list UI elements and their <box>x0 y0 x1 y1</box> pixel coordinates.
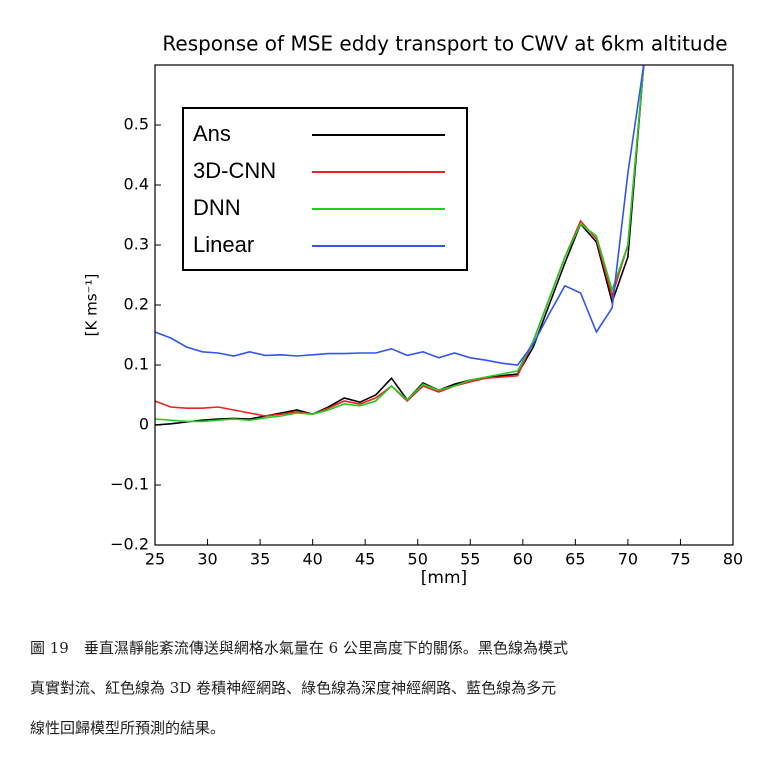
x-axis-label: [mm] <box>421 568 467 588</box>
legend-label: Linear <box>193 232 254 257</box>
x-tick-label: 70 <box>618 550 638 569</box>
caption-line: 線性回歸模型所預測的結果。 <box>30 719 226 737</box>
x-tick-label: 25 <box>145 550 165 569</box>
x-tick-label: 50 <box>408 550 428 569</box>
y-tick-label: 0.2 <box>124 295 149 314</box>
y-axis-label: [K ms⁻¹] <box>83 274 101 337</box>
x-tick-label: 30 <box>197 550 217 569</box>
series-line <box>155 65 645 423</box>
legend-label: 3D-CNN <box>193 158 276 183</box>
chart: Response of MSE eddy transport to CWV at… <box>83 32 744 589</box>
series-line <box>155 65 645 366</box>
y-tick-label: −0.2 <box>110 535 149 554</box>
chart-title: Response of MSE eddy transport to CWV at… <box>162 32 727 56</box>
y-tick-label: 0.3 <box>124 235 149 254</box>
caption-line: 圖 19 垂直濕靜能紊流傳送與網格水氣量在 6 公里高度下的關係。黑色線為模式 <box>30 639 568 657</box>
x-tick-label: 75 <box>670 550 690 569</box>
y-tick-label: −0.1 <box>110 475 149 494</box>
x-tick-label: 80 <box>723 550 743 569</box>
x-tick-label: 55 <box>460 550 480 569</box>
caption-line: 真實對流、紅色線為 3D 卷積神經網路、綠色線為深度神經網路、藍色線為多元 <box>30 679 557 697</box>
y-tick-label: 0.4 <box>124 175 149 194</box>
x-tick-label: 60 <box>513 550 533 569</box>
plot-frame <box>154 64 734 546</box>
x-tick-label: 65 <box>565 550 585 569</box>
y-tick-label: 0.1 <box>124 355 149 374</box>
y-tick-label: 0.5 <box>124 115 149 134</box>
y-tick-label: 0 <box>139 415 149 434</box>
x-tick-label: 40 <box>302 550 322 569</box>
x-tick-label: 45 <box>355 550 375 569</box>
legend-label: DNN <box>193 195 241 220</box>
legend-label: Ans <box>193 121 231 146</box>
x-tick-label: 35 <box>250 550 270 569</box>
